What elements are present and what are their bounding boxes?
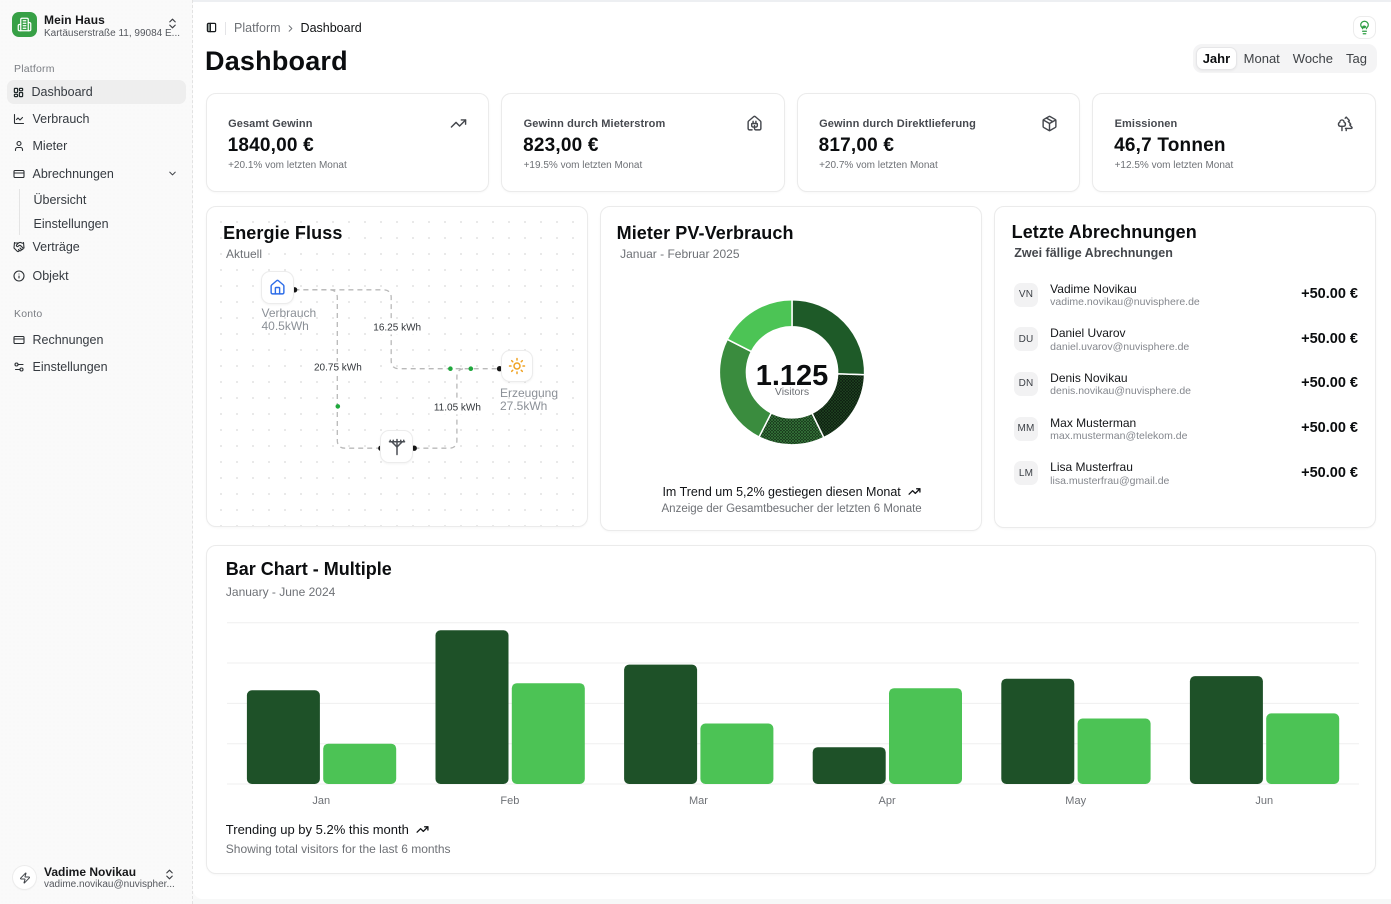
svg-text:Apr: Apr [878, 795, 895, 807]
svg-text:Jun: Jun [1255, 795, 1273, 807]
svg-text:Jan: Jan [312, 795, 330, 807]
svg-text:Feb: Feb [500, 795, 519, 807]
svg-text:1.125: 1.125 [755, 360, 828, 392]
svg-text:Mar: Mar [689, 795, 708, 807]
svg-text:Visitors: Visitors [774, 386, 808, 398]
svg-text:May: May [1065, 795, 1086, 807]
